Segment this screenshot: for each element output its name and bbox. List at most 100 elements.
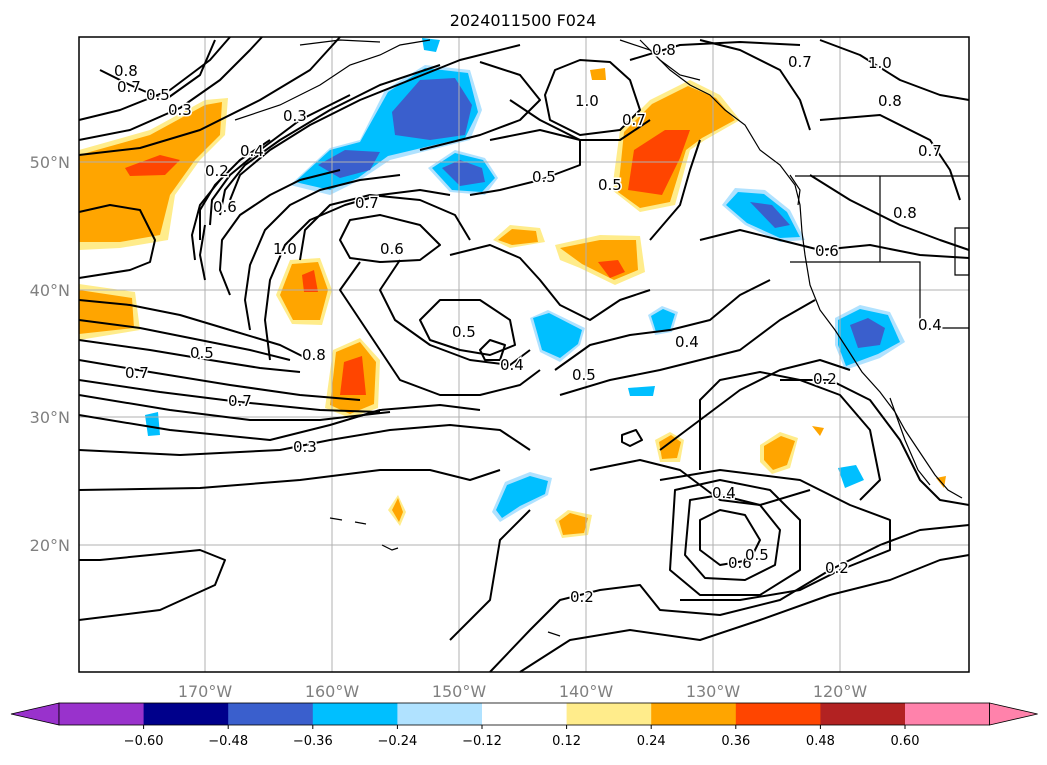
colorbar-frame <box>58 702 990 726</box>
contour-label: 0.8 <box>114 62 138 80</box>
colorbar-segment <box>651 703 737 725</box>
contour-label: 0.7 <box>228 392 252 410</box>
longitude-labels: 170°W 160°W 150°W 140°W 130°W 120°W <box>178 682 868 701</box>
latitude-labels: 50°N 40°N 30°N 20°N <box>30 153 70 555</box>
colorbar-segment <box>59 703 145 725</box>
contour-label: 0.4 <box>240 142 264 160</box>
colorbar-segments <box>10 702 1038 726</box>
negative-anomaly-region <box>442 160 485 186</box>
contour-label: 0.8 <box>878 92 902 110</box>
colorbar: −0.60 −0.48 −0.36 −0.24 −0.12 0.12 0.24 0.36 0.4… <box>10 702 1038 749</box>
lon-label: 170°W <box>178 682 233 701</box>
colorbar-tick-label: −0.24 <box>377 734 417 749</box>
contour-label: 0.8 <box>302 346 326 364</box>
colorbar-tick-label: −0.36 <box>293 734 333 749</box>
lat-label: 30°N <box>30 408 70 427</box>
contour-label: 0.6 <box>213 198 237 216</box>
negative-anomaly-region <box>422 38 440 52</box>
negative-anomaly-region <box>838 465 864 488</box>
lon-label: 160°W <box>305 682 360 701</box>
positive-anomaly-region <box>392 498 403 522</box>
positive-anomaly-region <box>125 155 180 176</box>
colorbar-segment <box>566 703 652 725</box>
contour-label: 0.5 <box>572 366 596 384</box>
contour-label: 0.5 <box>452 323 476 341</box>
colorbar-tick-label: 0.36 <box>721 734 750 749</box>
contour-label: 1.0 <box>575 92 599 110</box>
lat-label: 40°N <box>30 281 70 300</box>
contour-label: 0.2 <box>825 559 849 577</box>
positive-anomaly-region <box>340 356 366 395</box>
colorbar-segment <box>482 703 568 725</box>
coastlines <box>234 39 970 637</box>
contour-lines <box>78 36 970 673</box>
shaded-anomaly-layer <box>79 38 946 538</box>
lon-label: 130°W <box>686 682 741 701</box>
contour-label: 0.2 <box>570 588 594 606</box>
contour-label: 0.8 <box>893 204 917 222</box>
contour-label: 0.4 <box>918 316 942 334</box>
contour-label: 0.2 <box>205 162 229 180</box>
contour-label: 0.5 <box>190 344 214 362</box>
positive-anomaly-region <box>659 435 681 459</box>
colorbar-tick-label: 0.12 <box>552 734 581 749</box>
colorbar-segment <box>312 703 398 725</box>
contour-label: 0.4 <box>500 356 524 374</box>
map-title: 2024011500 F024 <box>450 11 597 30</box>
colorbar-segment <box>228 703 314 725</box>
positive-anomaly-region <box>302 270 318 292</box>
contour-label: 0.7 <box>622 111 646 129</box>
contour-label: 0.7 <box>125 364 149 382</box>
colorbar-segment <box>905 703 991 725</box>
contour-label: 0.6 <box>728 554 752 572</box>
contour-label: 0.4 <box>675 333 699 351</box>
negative-anomaly-region <box>145 412 160 436</box>
positive-anomaly-region <box>590 68 606 80</box>
colorbar-tick-label: 0.24 <box>637 734 666 749</box>
colorbar-tick-label: −0.12 <box>462 734 502 749</box>
positive-anomaly-region <box>559 513 588 535</box>
positive-anomaly-region <box>498 229 538 245</box>
positive-anomaly-region <box>764 436 795 470</box>
negative-anomaly-region <box>533 313 582 358</box>
contour-label: 0.4 <box>712 484 736 502</box>
lon-label: 120°W <box>813 682 868 701</box>
colorbar-ticks: −0.60 −0.48 −0.36 −0.24 −0.12 0.12 0.24 0.36 0.4… <box>124 725 920 749</box>
map-plot-area: 0.8 0.7 0.5 0.3 0.3 0.2 0.4 0.6 1.0 0.7 … <box>78 36 970 673</box>
negative-anomaly-region <box>496 476 548 518</box>
negative-anomaly-region <box>750 202 790 228</box>
colorbar-segment <box>735 703 821 725</box>
contour-label: 0.5 <box>532 168 556 186</box>
graticule <box>79 37 969 672</box>
negative-anomaly-region <box>651 309 675 332</box>
contour-label: 0.5 <box>598 176 622 194</box>
colorbar-tick-label: −0.60 <box>124 734 164 749</box>
colorbar-extend-min <box>10 702 60 726</box>
colorbar-tick-label: 0.60 <box>891 734 920 749</box>
contour-label: 0.7 <box>918 142 942 160</box>
colorbar-segment <box>397 703 483 725</box>
colorbar-tick-label: 0.48 <box>806 734 835 749</box>
contour-labels: 0.8 0.7 0.5 0.3 0.3 0.2 0.4 0.6 1.0 0.7 … <box>113 40 944 608</box>
contour-label: 0.5 <box>146 86 170 104</box>
contour-label: 0.7 <box>788 53 812 71</box>
colorbar-segment <box>820 703 906 725</box>
colorbar-tick-label: −0.48 <box>208 734 248 749</box>
contour-label: 0.8 <box>652 41 676 59</box>
contour-label: 0.6 <box>380 240 404 258</box>
negative-anomaly-region <box>850 318 885 348</box>
positive-anomaly-region <box>598 260 625 278</box>
positive-anomaly-region <box>812 426 824 436</box>
contour-label: 0.2 <box>813 370 837 388</box>
negative-anomaly-region <box>392 78 472 140</box>
contour-label: 1.0 <box>868 54 892 72</box>
contour-label: 1.0 <box>273 240 297 258</box>
contour-label: 0.3 <box>168 101 192 119</box>
contour-label: 0.6 <box>815 242 839 260</box>
lat-label: 50°N <box>30 153 70 172</box>
contour-label: 0.3 <box>293 438 317 456</box>
colorbar-segment <box>143 703 229 725</box>
lon-label: 150°W <box>432 682 487 701</box>
negative-anomaly-region <box>628 386 655 396</box>
